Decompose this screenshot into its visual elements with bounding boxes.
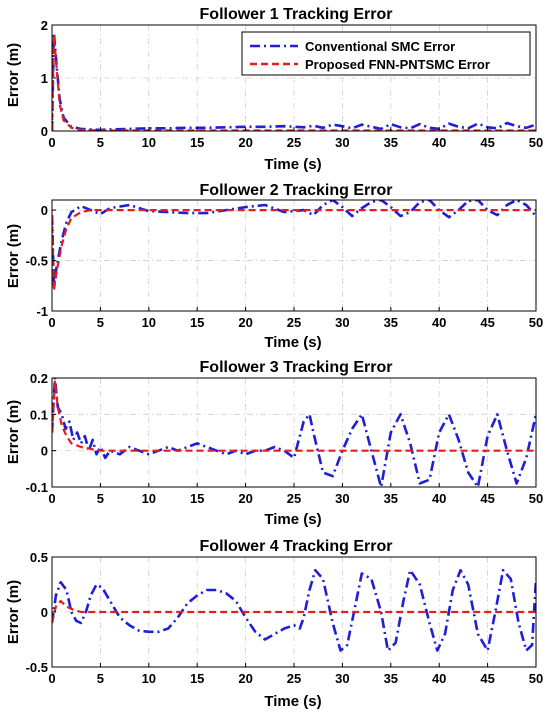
series-line-conventional-smc (52, 568, 536, 652)
x-tick-label: 25 (287, 135, 301, 150)
x-tick-label: 0 (48, 491, 55, 506)
panel-title: Follower 4 Tracking Error (200, 538, 393, 555)
y-tick-label: 0.1 (30, 407, 48, 422)
y-tick-label: 2 (41, 18, 48, 33)
series-line-fnn-pntsmc (52, 599, 536, 624)
panel-follower-1: Follower 1 Tracking Error Error (m) Time… (5, 6, 543, 173)
x-tick-label: 50 (529, 315, 543, 330)
x-tick-layer: 0 5 10 15 20 25 30 35 40 45 50 (48, 663, 543, 686)
x-tick-label: 40 (432, 135, 446, 150)
x-tick-label: 20 (238, 315, 252, 330)
x-tick-label: 10 (142, 315, 156, 330)
y-tick-label: 0 (41, 605, 48, 620)
x-tick-label: 25 (287, 671, 301, 686)
x-tick-label: 0 (48, 135, 55, 150)
y-axis-label: Error (m) (5, 580, 22, 644)
x-tick-label: 45 (480, 135, 494, 150)
x-tick-label: 5 (97, 671, 104, 686)
y-tick-label: 0.5 (30, 550, 48, 565)
y-tick-label: 0 (41, 203, 48, 218)
y-tick-label: -0.5 (26, 660, 48, 675)
y-tick-layer: -0.1 0 0.1 0.2 (26, 371, 56, 495)
x-tick-label: 30 (335, 671, 349, 686)
x-tick-label: 10 (142, 671, 156, 686)
x-axis-label: Time (s) (264, 334, 321, 351)
panel-follower-3: Follower 3 Tracking Error Error (m) Time… (5, 359, 543, 528)
x-tick-label: 0 (48, 671, 55, 686)
x-tick-layer: 0 5 10 15 20 25 30 35 40 45 50 (48, 127, 543, 150)
y-tick-label: -0.1 (26, 480, 48, 495)
x-tick-layer: 0 5 10 15 20 25 30 35 40 45 50 (48, 483, 543, 506)
x-tick-label: 15 (190, 491, 204, 506)
x-tick-label: 50 (529, 671, 543, 686)
x-axis-label: Time (s) (264, 156, 321, 173)
y-tick-layer: 0 1 2 (41, 18, 56, 139)
x-axis-label: Time (s) (264, 693, 321, 710)
series-layer (52, 200, 536, 292)
x-tick-label: 30 (335, 135, 349, 150)
x-tick-label: 50 (529, 491, 543, 506)
x-tick-label: 45 (480, 491, 494, 506)
series-line-fnn-pntsmc (52, 209, 536, 292)
x-tick-label: 35 (384, 315, 398, 330)
panel-follower-4: Follower 4 Tracking Error Error (m) Time… (5, 538, 543, 710)
y-tick-label: 1 (41, 71, 48, 86)
x-tick-label: 40 (432, 315, 446, 330)
y-axis-label: Error (m) (5, 43, 22, 107)
legend-box (241, 31, 531, 76)
x-tick-label: 35 (384, 671, 398, 686)
panel-title: Follower 3 Tracking Error (200, 359, 393, 376)
series-layer (52, 568, 536, 652)
x-tick-label: 35 (384, 135, 398, 150)
x-tick-label: 40 (432, 671, 446, 686)
x-tick-label: 0 (48, 315, 55, 330)
x-tick-label: 20 (238, 491, 252, 506)
x-tick-label: 45 (480, 315, 494, 330)
x-tick-label: 50 (529, 135, 543, 150)
y-tick-label: -1 (36, 304, 48, 319)
series-line-fnn-pntsmc (52, 380, 536, 452)
x-tick-label: 10 (142, 491, 156, 506)
panel-follower-2: Follower 2 Tracking Error Error (m) Time… (5, 182, 543, 351)
x-tick-label: 10 (142, 135, 156, 150)
y-axis-label: Error (m) (5, 400, 22, 464)
x-tick-label: 40 (432, 491, 446, 506)
x-tick-label: 45 (480, 671, 494, 686)
x-tick-label: 20 (238, 135, 252, 150)
y-tick-label: -0.5 (26, 254, 48, 269)
panel-title: Follower 2 Tracking Error (200, 182, 393, 199)
legend-label-smc: Conventional SMC Error (305, 39, 455, 54)
x-tick-label: 30 (335, 491, 349, 506)
panel-title: Follower 1 Tracking Error (200, 6, 393, 23)
x-tick-label: 15 (190, 315, 204, 330)
y-tick-label: 0.2 (30, 371, 48, 386)
x-tick-label: 25 (287, 315, 301, 330)
x-tick-label: 5 (97, 135, 104, 150)
legend-label-fnn: Proposed FNN-PNTSMC Error (305, 57, 490, 72)
x-tick-label: 30 (335, 315, 349, 330)
y-tick-layer: -1 -0.5 0 (26, 203, 56, 319)
x-axis-label: Time (s) (264, 511, 321, 528)
x-tick-label: 20 (238, 671, 252, 686)
y-tick-label: 0 (41, 124, 48, 139)
x-tick-label: 5 (97, 491, 104, 506)
x-tick-label: 15 (190, 671, 204, 686)
y-tick-label: 0 (41, 444, 48, 459)
x-tick-layer: 0 5 10 15 20 25 30 35 40 45 50 (48, 307, 543, 330)
y-tick-layer: -0.5 0 0.5 (26, 550, 56, 675)
x-tick-label: 5 (97, 315, 104, 330)
series-layer (52, 378, 536, 487)
x-tick-label: 35 (384, 491, 398, 506)
x-tick-label: 25 (287, 491, 301, 506)
x-tick-label: 15 (190, 135, 204, 150)
legend: Conventional SMC Error Proposed FNN-PNTS… (241, 31, 531, 76)
y-axis-label: Error (m) (5, 224, 22, 288)
